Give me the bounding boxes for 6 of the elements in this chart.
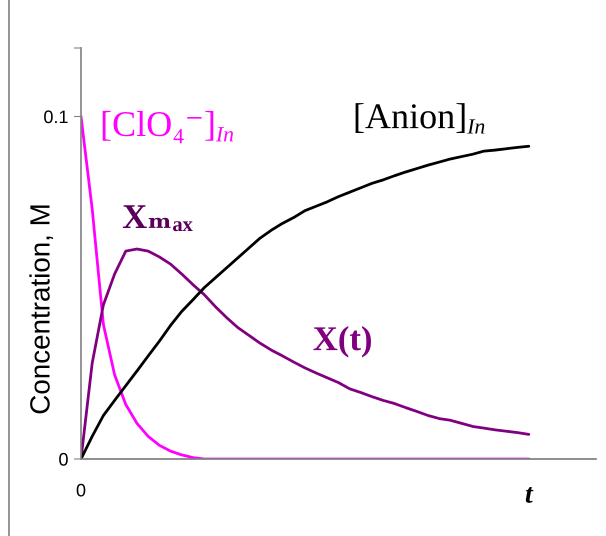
y-axis-title: Concentration, M	[29, 205, 54, 414]
series-label: [ClO₄⁻]In	[102, 110, 234, 144]
annotation: Xₘₐₓ	[122, 205, 193, 232]
x-tick-label: t	[526, 486, 534, 503]
series-label: X(t)	[313, 326, 371, 358]
y-tick-label: 0.1	[44, 110, 68, 124]
